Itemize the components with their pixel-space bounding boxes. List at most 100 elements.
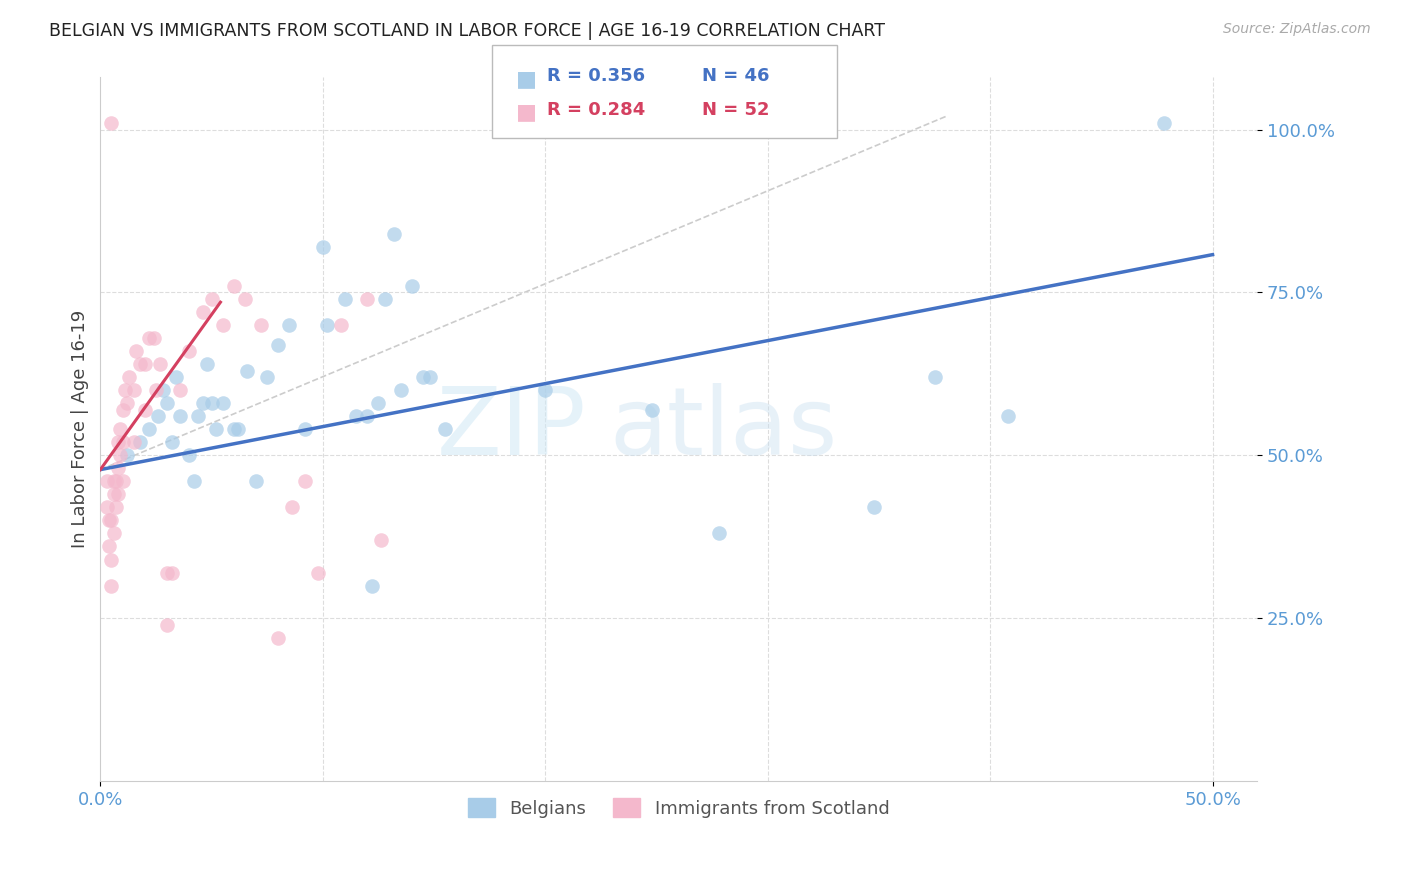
Point [111, 475, 134, 489]
Point [156, 617, 179, 632]
Point [138, 331, 160, 345]
Point [129, 435, 152, 450]
Point [134, 357, 156, 371]
Point [183, 475, 205, 489]
Text: Source: ZipAtlas.com: Source: ZipAtlas.com [1223, 22, 1371, 37]
Point [148, 409, 170, 424]
Point [233, 292, 256, 306]
Point [111, 402, 134, 417]
Point [152, 383, 174, 397]
Point [333, 292, 356, 306]
Point [118, 370, 141, 384]
Point [103, 526, 125, 541]
Point [156, 566, 179, 580]
Point [374, 292, 396, 306]
Point [370, 533, 392, 547]
Point [205, 422, 228, 436]
Text: R = 0.284: R = 0.284 [547, 101, 645, 119]
Text: N = 46: N = 46 [702, 67, 769, 85]
Point [245, 475, 267, 489]
Point [122, 435, 145, 450]
Point [115, 396, 138, 410]
Point [997, 409, 1019, 424]
Point [382, 227, 405, 241]
Point [138, 422, 160, 436]
Point [98, 540, 121, 554]
Point [156, 396, 179, 410]
Point [169, 383, 191, 397]
Point [412, 370, 434, 384]
Point [256, 370, 278, 384]
Point [200, 396, 222, 410]
Text: ■: ■ [516, 69, 537, 88]
Point [419, 370, 441, 384]
Point [641, 402, 664, 417]
Point [98, 513, 121, 527]
Point [280, 500, 302, 515]
Point [316, 318, 339, 332]
Point [103, 475, 125, 489]
Point [267, 631, 290, 645]
Text: atlas: atlas [609, 384, 838, 475]
Point [115, 448, 138, 462]
Point [142, 331, 165, 345]
Point [222, 279, 245, 293]
Point [107, 435, 129, 450]
Point [278, 318, 301, 332]
Point [401, 279, 423, 293]
Text: R = 0.356: R = 0.356 [547, 67, 645, 85]
Point [236, 363, 259, 377]
Point [389, 383, 412, 397]
Point [356, 292, 378, 306]
Point [294, 422, 316, 436]
Point [96, 475, 118, 489]
Y-axis label: In Labor Force | Age 16-19: In Labor Force | Age 16-19 [72, 310, 89, 549]
Point [149, 357, 172, 371]
Point [96, 500, 118, 515]
Point [179, 344, 201, 359]
Text: BELGIAN VS IMMIGRANTS FROM SCOTLAND IN LABOR FORCE | AGE 16-19 CORRELATION CHART: BELGIAN VS IMMIGRANTS FROM SCOTLAND IN L… [49, 22, 886, 40]
Point [211, 318, 233, 332]
Point [222, 422, 245, 436]
Point [107, 461, 129, 475]
Point [111, 435, 134, 450]
Point [165, 370, 187, 384]
Point [110, 448, 132, 462]
Text: ZIP: ZIP [436, 384, 586, 475]
Legend: Belgians, Immigrants from Scotland: Belgians, Immigrants from Scotland [461, 791, 897, 825]
Point [924, 370, 946, 384]
Point [100, 513, 122, 527]
Point [125, 344, 148, 359]
Point [122, 383, 145, 397]
Point [367, 396, 389, 410]
Point [211, 396, 233, 410]
Point [104, 475, 127, 489]
Point [294, 475, 316, 489]
Point [169, 409, 191, 424]
Point [129, 357, 152, 371]
Point [707, 526, 730, 541]
Point [160, 566, 183, 580]
Point [195, 357, 218, 371]
Point [191, 305, 214, 319]
Point [179, 448, 201, 462]
Point [434, 422, 457, 436]
Point [100, 116, 122, 130]
Text: N = 52: N = 52 [702, 101, 769, 119]
Text: ■: ■ [516, 103, 537, 122]
Point [134, 402, 156, 417]
Point [226, 422, 249, 436]
Point [145, 383, 167, 397]
Point [200, 292, 222, 306]
Point [160, 435, 183, 450]
Point [249, 318, 271, 332]
Point [863, 500, 886, 515]
Point [104, 500, 127, 515]
Point [267, 337, 290, 351]
Point [187, 409, 209, 424]
Point [360, 578, 382, 592]
Point [312, 240, 335, 254]
Point [114, 383, 136, 397]
Point [100, 552, 122, 566]
Point [307, 566, 329, 580]
